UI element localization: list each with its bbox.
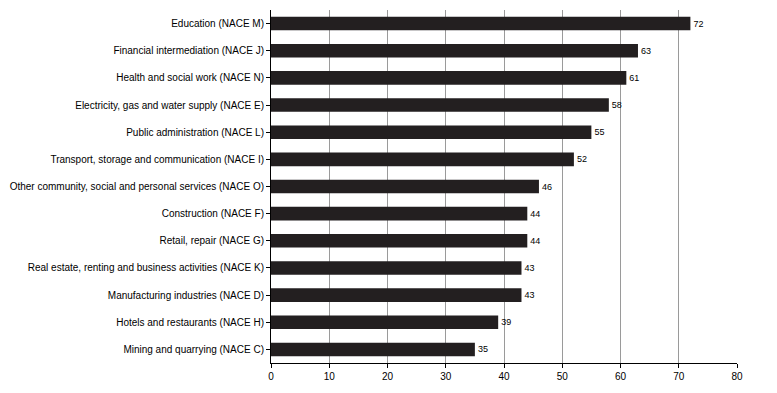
svg-text:58: 58 xyxy=(612,100,622,110)
svg-text:30: 30 xyxy=(440,371,452,382)
svg-text:Real estate, renting and busin: Real estate, renting and business activi… xyxy=(28,262,264,273)
svg-text:Public administration (NACE L): Public administration (NACE L) xyxy=(126,127,264,138)
svg-text:46: 46 xyxy=(542,182,552,192)
svg-text:43: 43 xyxy=(524,263,534,273)
svg-text:Manufacturing industries (NACE: Manufacturing industries (NACE D) xyxy=(108,290,264,301)
svg-text:50: 50 xyxy=(557,371,569,382)
svg-text:Financial intermediation (NACE: Financial intermediation (NACE J) xyxy=(113,45,264,56)
svg-text:70: 70 xyxy=(673,371,685,382)
svg-text:Retail, repair (NACE G): Retail, repair (NACE G) xyxy=(160,235,264,246)
svg-text:10: 10 xyxy=(324,371,336,382)
svg-text:Education (NACE M): Education (NACE M) xyxy=(171,18,264,29)
svg-text:0: 0 xyxy=(268,371,274,382)
svg-text:Other community, social and pe: Other community, social and personal ser… xyxy=(10,181,264,192)
svg-text:39: 39 xyxy=(501,317,511,327)
svg-text:Health and social work (NACE N: Health and social work (NACE N) xyxy=(116,72,264,83)
svg-text:20: 20 xyxy=(382,371,394,382)
svg-text:Construction (NACE F): Construction (NACE F) xyxy=(162,208,264,219)
svg-text:Hotels and restaurants (NACE H: Hotels and restaurants (NACE H) xyxy=(116,317,264,328)
svg-text:Mining and quarrying (NACE C): Mining and quarrying (NACE C) xyxy=(123,344,264,355)
svg-text:Transport, storage and communi: Transport, storage and communication (NA… xyxy=(50,154,264,165)
svg-text:55: 55 xyxy=(594,127,604,137)
svg-text:35: 35 xyxy=(478,344,488,354)
svg-text:52: 52 xyxy=(577,154,587,164)
svg-text:61: 61 xyxy=(629,73,639,83)
svg-text:43: 43 xyxy=(524,290,534,300)
svg-text:72: 72 xyxy=(693,19,703,29)
svg-text:80: 80 xyxy=(731,371,743,382)
svg-text:44: 44 xyxy=(530,236,540,246)
svg-text:44: 44 xyxy=(530,209,540,219)
svg-text:40: 40 xyxy=(498,371,510,382)
svg-text:Electricity, gas and water sup: Electricity, gas and water supply (NACE … xyxy=(75,100,264,111)
svg-text:63: 63 xyxy=(641,46,651,56)
svg-text:60: 60 xyxy=(615,371,627,382)
